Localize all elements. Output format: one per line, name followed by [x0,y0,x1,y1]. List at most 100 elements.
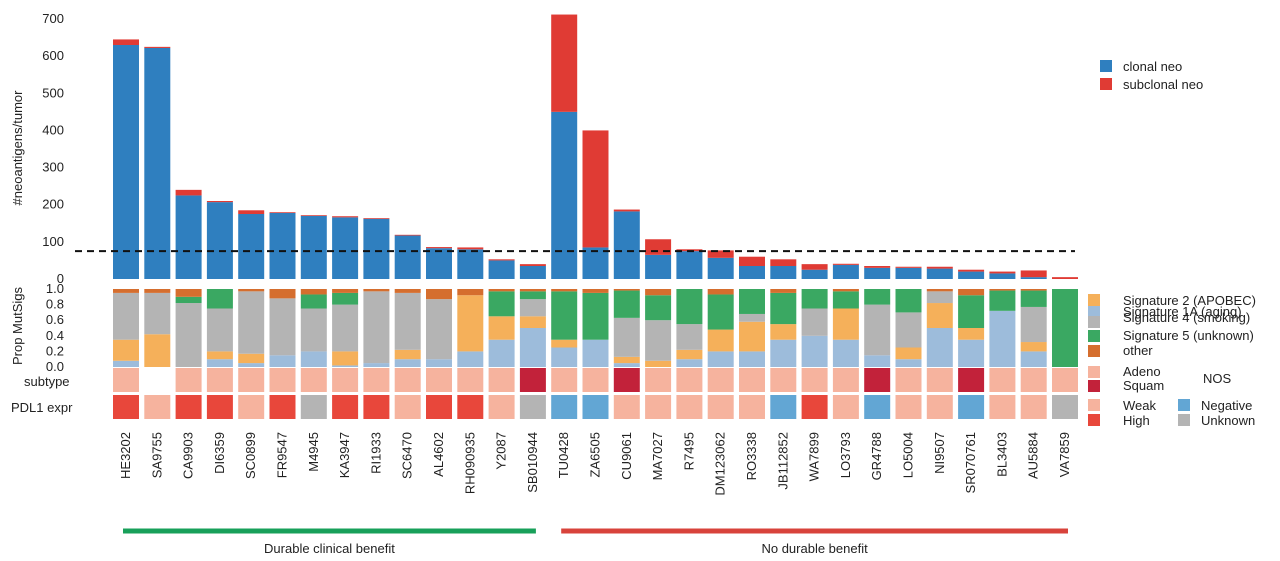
legend-swatch-sig1a [1088,305,1100,317]
neoantigen-y-tick-label: 400 [42,122,64,137]
sample-label: SC6470 [400,432,415,479]
clonal-neo-bar [113,45,139,279]
sig4-segment [332,304,359,352]
sig1a-segment [707,351,734,367]
sample-label: DM123062 [713,432,728,496]
pdl1-cell [801,395,828,419]
legend-label-clonal: clonal neo [1123,59,1182,74]
sample-label: TU0428 [556,432,571,478]
legend-swatch-subclonal [1100,78,1112,90]
sig1a-segment [238,363,265,367]
pdl1-cell [488,395,515,419]
sig4-segment [175,303,202,367]
subclonal-neo-bar [801,264,828,270]
other-segment [300,289,327,295]
other-segment [113,289,139,293]
legend-swatch-other [1088,345,1100,357]
other-segment [926,289,953,292]
pdl1-cell [895,395,922,419]
subclonal-neo-bar [739,256,765,266]
sig5-segment [676,289,703,325]
legend-label-negative: Negative [1201,398,1252,413]
neoantigen-bars [113,14,1078,279]
sample-label: RI1933 [368,432,383,474]
subclonal-neo-bar [363,218,390,219]
clonal-neo-bar [989,273,1016,279]
subtype-cell [989,368,1016,392]
sig2-segment [113,339,139,361]
sig4-segment [801,308,828,336]
clonal-neo-bar [1020,277,1047,279]
legend-swatch-clonal [1100,60,1112,72]
neoantigen-panel: #neoantigens/tumor 0 100 200 300 400 500 600 70… [10,11,1078,286]
subclonal-neo-bar [300,215,327,216]
sig2-segment [551,339,578,348]
pdl1-cell [958,395,985,419]
sig5-segment [332,292,359,305]
pdl1-cell [739,395,765,419]
clonal-neo-bar [864,267,891,279]
clonal-neo-bar [144,47,171,279]
sig1a-segment [926,328,953,367]
pdl1-cell [989,395,1016,419]
subclonal-neo-bar [519,264,546,266]
sig1a-segment [457,351,484,367]
sig5-segment [1052,289,1078,367]
sig2-segment [1020,342,1047,352]
clonal-neo-bar [801,269,828,279]
sample-label: RH090935 [462,432,477,494]
pdl1-cell [426,395,452,419]
sig2-segment [613,356,640,364]
clonal-neo-bar [426,248,452,279]
sample-label: NI9507 [932,432,947,474]
subtype-cell [238,368,265,392]
clonal-neo-bar [582,247,609,279]
sample-label: RO3338 [744,432,759,480]
sample-label: SC0899 [243,432,258,479]
sig4-segment [739,313,765,322]
subtype-cell [488,368,515,392]
pdl1-cell [332,395,359,419]
clonal-neo-bar [958,271,985,279]
sig1a-segment [394,359,421,367]
clonal-neo-bar [832,264,859,279]
sig5-segment [801,289,828,309]
other-segment [770,289,797,293]
clonal-neo-bar [175,195,202,279]
sample-label: LO5004 [901,432,916,478]
legend-swatch-sig5 [1088,330,1100,342]
sig4-segment [426,299,452,360]
sig4-segment [864,304,891,356]
subclonal-neo-bar [864,266,891,268]
sig1a-segment [426,359,452,367]
subtype-cell [801,368,828,392]
pdl1-cell [707,395,734,419]
sig1a-segment [989,310,1016,367]
subtype-cell [426,368,452,392]
sig4-segment [645,320,672,361]
sample-label: KA3947 [337,432,352,478]
neoantigen-y-tick-label: 200 [42,197,64,212]
sample-label: WA7899 [807,432,822,481]
subclonal-neo-bar [895,266,922,268]
sample-label: FR9547 [275,432,290,478]
subtype-cell [269,368,296,392]
sig5-segment [958,295,985,328]
clonal-neo-bar [238,214,265,279]
sig5-segment [989,290,1016,311]
pdl1-cell [238,395,265,419]
other-segment [582,289,609,293]
sig5-segment [832,291,859,309]
clonal-neo-bar [707,257,734,279]
pdl1-cell [676,395,703,419]
legend-label-high: High [1123,413,1150,428]
legend-label-sig4: Signature 4 (smoking) [1123,310,1250,325]
subclonal-neo-bar [989,271,1016,274]
clonal-neo-bar [269,212,296,279]
sig4-segment [519,299,546,317]
sig4-segment [394,292,421,350]
sample-label: AU5884 [1026,432,1041,479]
other-segment [989,289,1016,291]
sig5-segment [175,296,202,304]
